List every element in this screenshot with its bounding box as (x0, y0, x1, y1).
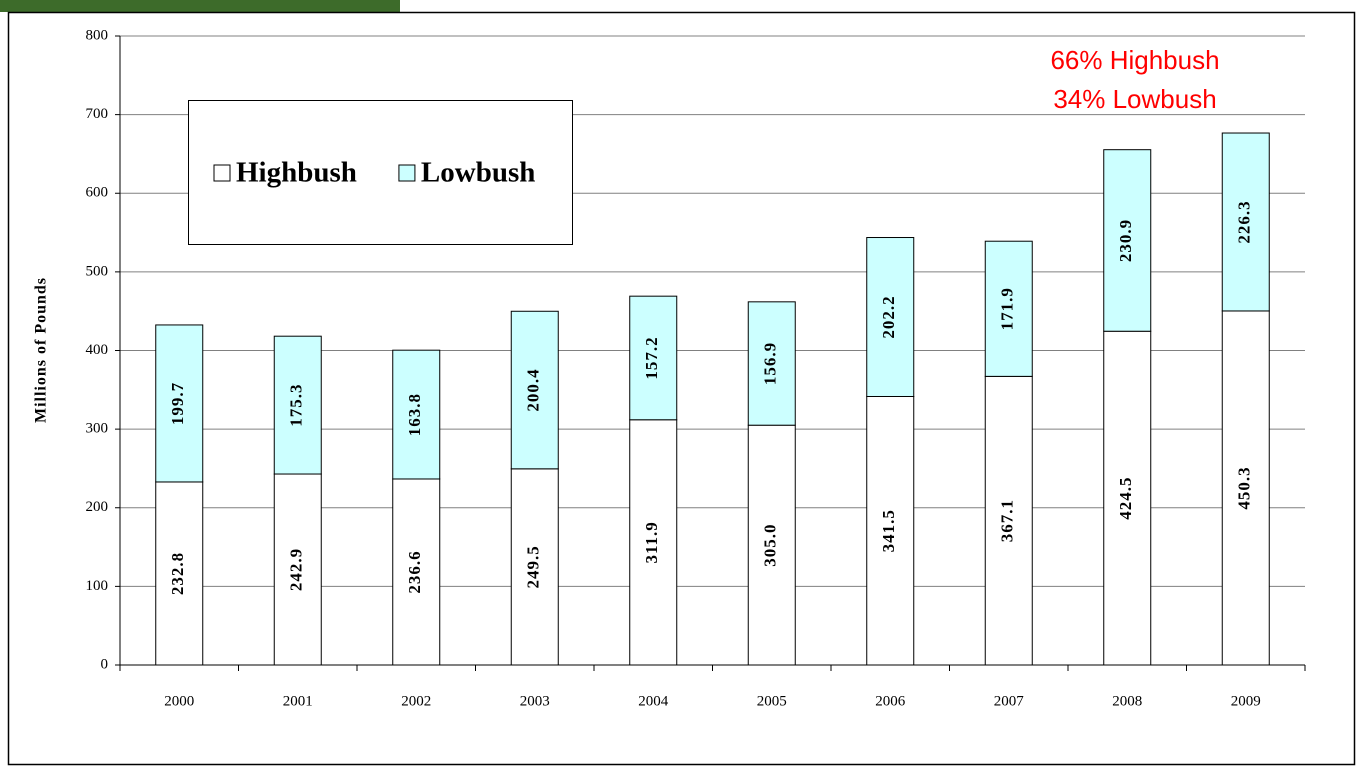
x-tick-label: 2000 (164, 693, 194, 709)
data-label: 226.3 (1235, 200, 1254, 243)
x-tick-label: 2001 (283, 693, 313, 709)
data-label: 311.9 (642, 521, 661, 563)
x-tick-label: 2007 (994, 693, 1025, 709)
data-label: 157.2 (642, 336, 661, 379)
photo-strip (0, 0, 400, 12)
data-label: 232.8 (168, 552, 187, 595)
data-label: 424.5 (1116, 476, 1135, 519)
data-label: 163.8 (405, 393, 424, 436)
data-label: 242.9 (287, 548, 306, 591)
data-label: 171.9 (998, 287, 1017, 330)
y-tick-label: 200 (86, 499, 109, 515)
y-tick-label: 100 (86, 578, 109, 594)
y-tick-label: 800 (86, 27, 109, 43)
data-label: 367.1 (998, 499, 1017, 542)
legend-swatch (399, 165, 415, 181)
data-label: 202.2 (879, 295, 898, 338)
data-label: 156.9 (761, 342, 780, 385)
y-tick-label: 400 (86, 342, 109, 358)
data-label: 175.3 (287, 383, 306, 426)
data-label: 236.6 (405, 550, 424, 593)
x-tick-label: 2003 (520, 693, 550, 709)
x-tick-label: 2002 (401, 693, 431, 709)
data-label: 199.7 (168, 382, 187, 425)
y-tick-label: 300 (86, 421, 109, 437)
annotation: 34% Lowbush (1053, 84, 1216, 114)
legend-swatch (214, 165, 230, 181)
data-label: 341.5 (879, 509, 898, 552)
x-tick-label: 2009 (1231, 693, 1261, 709)
x-tick-label: 2004 (638, 693, 669, 709)
y-tick-label: 700 (86, 106, 109, 122)
x-tick-label: 2005 (757, 693, 787, 709)
y-tick-label: 600 (86, 185, 109, 201)
y-axis-label: Millions of Pounds (33, 277, 50, 423)
y-tick-label: 0 (101, 656, 109, 672)
legend-label: Highbush (236, 157, 357, 189)
legend-label: Lowbush (421, 157, 535, 189)
annotation: 66% Highbush (1050, 45, 1219, 75)
x-tick-label: 2008 (1112, 693, 1142, 709)
chart: Millions of Pounds 66% Highbush 34% Lowb… (0, 0, 1364, 773)
data-label: 230.9 (1116, 219, 1135, 262)
data-label: 249.5 (524, 545, 543, 588)
data-label: 305.0 (761, 523, 780, 566)
x-tick-label: 2006 (875, 693, 906, 709)
y-tick-label: 500 (86, 263, 109, 279)
data-label: 450.3 (1235, 466, 1254, 509)
data-label: 200.4 (524, 368, 543, 411)
